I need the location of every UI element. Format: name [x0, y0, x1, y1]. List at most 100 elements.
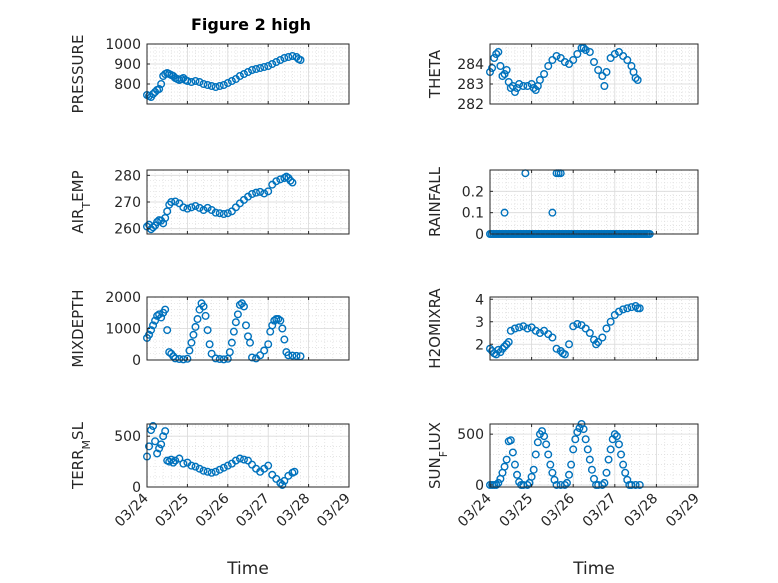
data-point: [227, 207, 236, 216]
y-tick-label: 1000: [105, 37, 141, 53]
data-point: [529, 83, 538, 92]
data-point: [155, 444, 164, 453]
y-tick-label: 0: [132, 480, 141, 496]
data-point: [506, 436, 515, 445]
data-point: [272, 58, 281, 67]
data-point: [617, 450, 626, 459]
data-point: [523, 324, 532, 333]
data-point: [199, 205, 208, 214]
data-point: [264, 461, 273, 470]
x-tick-label: 03/27: [233, 491, 273, 531]
data-point: [157, 313, 166, 322]
data-point: [145, 442, 154, 451]
data-point: [492, 350, 501, 359]
data-point: [619, 460, 628, 469]
data-point: [215, 355, 224, 364]
data-point: [252, 64, 261, 73]
data-point: [167, 197, 176, 206]
data-point: [187, 338, 196, 347]
axes-box: [489, 423, 699, 488]
data-point: [612, 432, 621, 441]
data-point: [494, 345, 503, 354]
data-point: [243, 67, 252, 76]
x-tick-label: 03/24: [455, 490, 495, 530]
data-point: [610, 430, 619, 439]
data-point: [215, 465, 224, 474]
data-point: [502, 340, 511, 349]
data-point: [171, 456, 180, 465]
data-point: [604, 455, 613, 464]
data-point: [215, 81, 224, 90]
data-point: [199, 79, 208, 88]
y-axis-label: THETA: [426, 49, 444, 99]
data-point: [284, 351, 293, 360]
data-point: [231, 456, 240, 465]
x-tick-label: 03/26: [538, 490, 578, 530]
data-point: [600, 81, 609, 90]
data-point: [515, 323, 524, 332]
data-point: [179, 459, 188, 468]
data-point: [569, 56, 578, 65]
x-tick-label: 03/26: [193, 490, 233, 530]
y-tick-label: 284: [457, 57, 484, 73]
data-point: [533, 438, 542, 447]
data-point: [573, 320, 582, 329]
data-point: [623, 56, 632, 65]
data-point: [211, 354, 220, 363]
data-point: [195, 77, 204, 86]
x-tick-label: 03/28: [621, 491, 661, 531]
data-point: [223, 78, 232, 87]
data-point: [627, 480, 636, 489]
data-point: [535, 75, 544, 84]
data-point: [585, 455, 594, 464]
data-point: [606, 54, 615, 63]
data-point: [621, 468, 630, 477]
data-point: [157, 440, 166, 449]
axes-box: [489, 296, 699, 361]
axes-background: [490, 424, 698, 487]
data-point: [494, 478, 503, 487]
data-point: [635, 480, 644, 489]
data-point: [581, 435, 590, 444]
data-point: [239, 302, 248, 311]
data-point: [510, 460, 519, 469]
data-point: [191, 322, 200, 331]
data-point: [614, 48, 623, 57]
data-point: [260, 63, 269, 72]
data-point: [560, 350, 569, 359]
data-point: [531, 326, 540, 335]
data-point: [145, 330, 154, 339]
data-point: [256, 351, 265, 360]
y-tick-label: 0.2: [462, 184, 484, 200]
data-point: [274, 315, 283, 324]
data-point: [544, 450, 553, 459]
data-point: [169, 458, 178, 467]
subplot-rainfall: 0 0.1 0.2 RAINFALL: [426, 166, 699, 243]
data-point: [215, 209, 224, 218]
data-point: [252, 188, 261, 197]
data-point: [231, 203, 240, 212]
data-point: [288, 178, 297, 187]
data-point: [515, 79, 524, 88]
data-point: [500, 342, 509, 351]
data-point: [153, 449, 162, 458]
data-point: [590, 335, 599, 344]
data-point: [569, 322, 578, 331]
y-tick-label: 1000: [105, 322, 141, 338]
data-point: [203, 326, 212, 335]
data-point: [161, 427, 170, 436]
y-axis-label: RAINFALL: [426, 166, 444, 237]
data-point: [290, 467, 299, 476]
data-point: [550, 475, 559, 484]
data-point: [598, 71, 607, 80]
data-point: [175, 199, 184, 208]
data-point: [288, 52, 297, 61]
data-point: [211, 208, 220, 217]
data-point: [500, 208, 509, 217]
y-tick-label: 0.1: [462, 206, 484, 222]
data-point: [590, 58, 599, 67]
y-axis-label: AIRTEMP: [69, 170, 93, 233]
y-tick-label: 0: [132, 353, 141, 369]
x-tick-label: 03/24: [112, 490, 152, 530]
y-tick-label: 282: [457, 97, 484, 113]
